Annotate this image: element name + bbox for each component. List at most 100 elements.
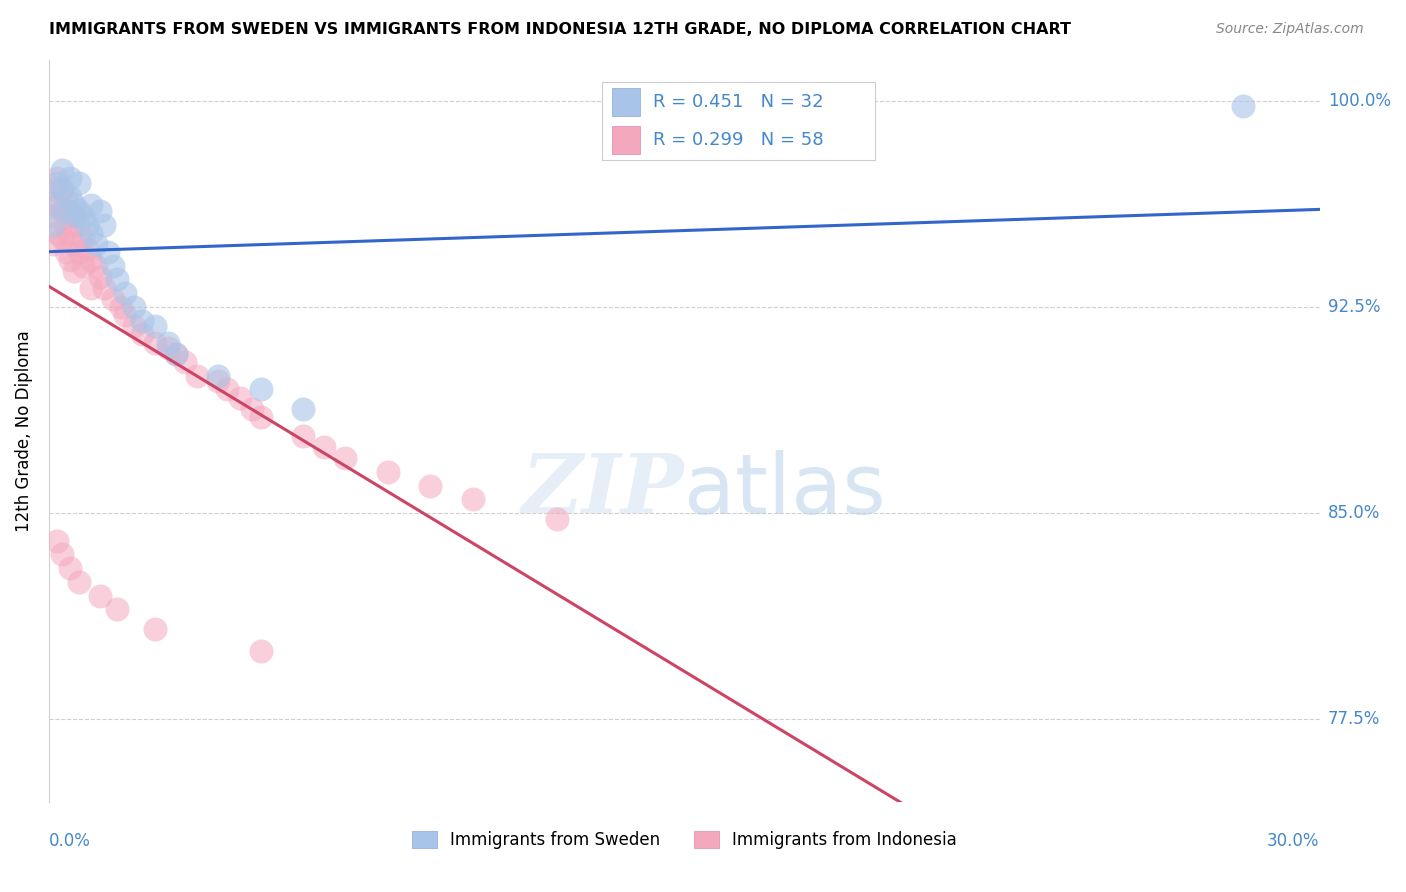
Immigrants from Indonesia <box>51 231 73 245</box>
Immigrants from Sweden <box>93 218 115 232</box>
Immigrants from Indonesia <box>59 226 82 240</box>
Immigrants from Indonesia <box>55 193 77 207</box>
Immigrants from Sweden <box>42 195 65 210</box>
Immigrants from Indonesia <box>292 429 315 443</box>
Immigrants from Indonesia <box>131 327 153 342</box>
Immigrants from Indonesia <box>76 242 98 256</box>
FancyBboxPatch shape <box>612 87 640 116</box>
Immigrants from Indonesia <box>89 589 111 603</box>
Immigrants from Sweden <box>55 203 77 218</box>
Immigrants from Indonesia <box>63 236 86 251</box>
Immigrants from Indonesia <box>51 547 73 561</box>
Immigrants from Sweden <box>51 162 73 177</box>
Text: IMMIGRANTS FROM SWEDEN VS IMMIGRANTS FROM INDONESIA 12TH GRADE, NO DIPLOMA CORRE: IMMIGRANTS FROM SWEDEN VS IMMIGRANTS FRO… <box>49 22 1071 37</box>
Immigrants from Sweden <box>131 314 153 328</box>
Immigrants from Indonesia <box>80 253 103 268</box>
Immigrants from Indonesia <box>42 236 65 251</box>
Immigrants from Sweden <box>1232 99 1254 113</box>
Immigrants from Sweden <box>97 245 120 260</box>
Text: R = 0.299   N = 58: R = 0.299 N = 58 <box>652 131 823 149</box>
Immigrants from Indonesia <box>55 218 77 232</box>
Immigrants from Sweden <box>46 176 69 190</box>
Immigrants from Indonesia <box>51 203 73 218</box>
Immigrants from Sweden <box>67 203 90 218</box>
Immigrants from Indonesia <box>156 341 179 355</box>
Text: R = 0.451   N = 32: R = 0.451 N = 32 <box>652 93 823 111</box>
Text: ZIP: ZIP <box>522 450 685 530</box>
Immigrants from Sweden <box>84 236 107 251</box>
Immigrants from Indonesia <box>207 374 229 388</box>
Immigrants from Indonesia <box>72 231 94 245</box>
Immigrants from Indonesia <box>419 478 441 492</box>
Immigrants from Sweden <box>101 259 124 273</box>
Text: 0.0%: 0.0% <box>49 832 91 850</box>
Legend: Immigrants from Sweden, Immigrants from Indonesia: Immigrants from Sweden, Immigrants from … <box>412 830 956 849</box>
Text: atlas: atlas <box>685 450 886 531</box>
Immigrants from Sweden <box>114 286 136 301</box>
Immigrants from Sweden <box>42 218 65 232</box>
Immigrants from Sweden <box>63 209 86 223</box>
Immigrants from Indonesia <box>122 319 145 334</box>
Immigrants from Indonesia <box>42 182 65 196</box>
Immigrants from Indonesia <box>228 391 250 405</box>
Immigrants from Sweden <box>249 383 271 397</box>
Immigrants from Sweden <box>80 226 103 240</box>
Immigrants from Indonesia <box>46 198 69 212</box>
Text: Source: ZipAtlas.com: Source: ZipAtlas.com <box>1216 22 1364 37</box>
Immigrants from Indonesia <box>240 401 263 416</box>
Text: 100.0%: 100.0% <box>1329 92 1391 110</box>
Immigrants from Indonesia <box>110 300 132 314</box>
Immigrants from Sweden <box>59 170 82 185</box>
FancyBboxPatch shape <box>602 82 875 160</box>
Immigrants from Sweden <box>105 272 128 286</box>
Immigrants from Indonesia <box>67 574 90 589</box>
Immigrants from Indonesia <box>335 451 357 466</box>
Immigrants from Sweden <box>51 182 73 196</box>
Immigrants from Indonesia <box>377 465 399 479</box>
Immigrants from Indonesia <box>215 383 238 397</box>
Immigrants from Indonesia <box>67 245 90 260</box>
Immigrants from Indonesia <box>173 355 195 369</box>
Immigrants from Indonesia <box>84 259 107 273</box>
FancyBboxPatch shape <box>612 126 640 153</box>
Immigrants from Sweden <box>156 335 179 350</box>
Immigrants from Indonesia <box>314 440 336 454</box>
Immigrants from Indonesia <box>51 182 73 196</box>
Immigrants from Indonesia <box>42 209 65 223</box>
Immigrants from Sweden <box>143 319 166 334</box>
Immigrants from Indonesia <box>249 409 271 424</box>
Immigrants from Indonesia <box>249 643 271 657</box>
Immigrants from Sweden <box>63 198 86 212</box>
Immigrants from Sweden <box>72 209 94 223</box>
Immigrants from Sweden <box>165 347 187 361</box>
Immigrants from Indonesia <box>46 226 69 240</box>
Immigrants from Indonesia <box>93 281 115 295</box>
Immigrants from Indonesia <box>63 209 86 223</box>
Immigrants from Indonesia <box>461 492 484 507</box>
Immigrants from Indonesia <box>72 259 94 273</box>
Immigrants from Indonesia <box>165 347 187 361</box>
Immigrants from Indonesia <box>89 269 111 284</box>
Immigrants from Indonesia <box>143 335 166 350</box>
Immigrants from Indonesia <box>63 264 86 278</box>
Immigrants from Sweden <box>122 300 145 314</box>
Immigrants from Indonesia <box>80 281 103 295</box>
Immigrants from Indonesia <box>186 368 208 383</box>
Immigrants from Sweden <box>59 190 82 204</box>
Immigrants from Sweden <box>80 198 103 212</box>
Immigrants from Sweden <box>89 203 111 218</box>
Immigrants from Sweden <box>76 218 98 232</box>
Immigrants from Indonesia <box>55 245 77 260</box>
Immigrants from Indonesia <box>143 622 166 636</box>
Text: 30.0%: 30.0% <box>1267 832 1320 850</box>
Text: 85.0%: 85.0% <box>1329 504 1381 522</box>
Immigrants from Indonesia <box>59 253 82 268</box>
Immigrants from Sweden <box>207 368 229 383</box>
Immigrants from Indonesia <box>114 308 136 322</box>
Immigrants from Indonesia <box>105 602 128 616</box>
Immigrants from Indonesia <box>101 292 124 306</box>
Immigrants from Indonesia <box>546 511 568 525</box>
Immigrants from Indonesia <box>59 203 82 218</box>
Text: 92.5%: 92.5% <box>1329 298 1381 316</box>
Immigrants from Indonesia <box>67 218 90 232</box>
